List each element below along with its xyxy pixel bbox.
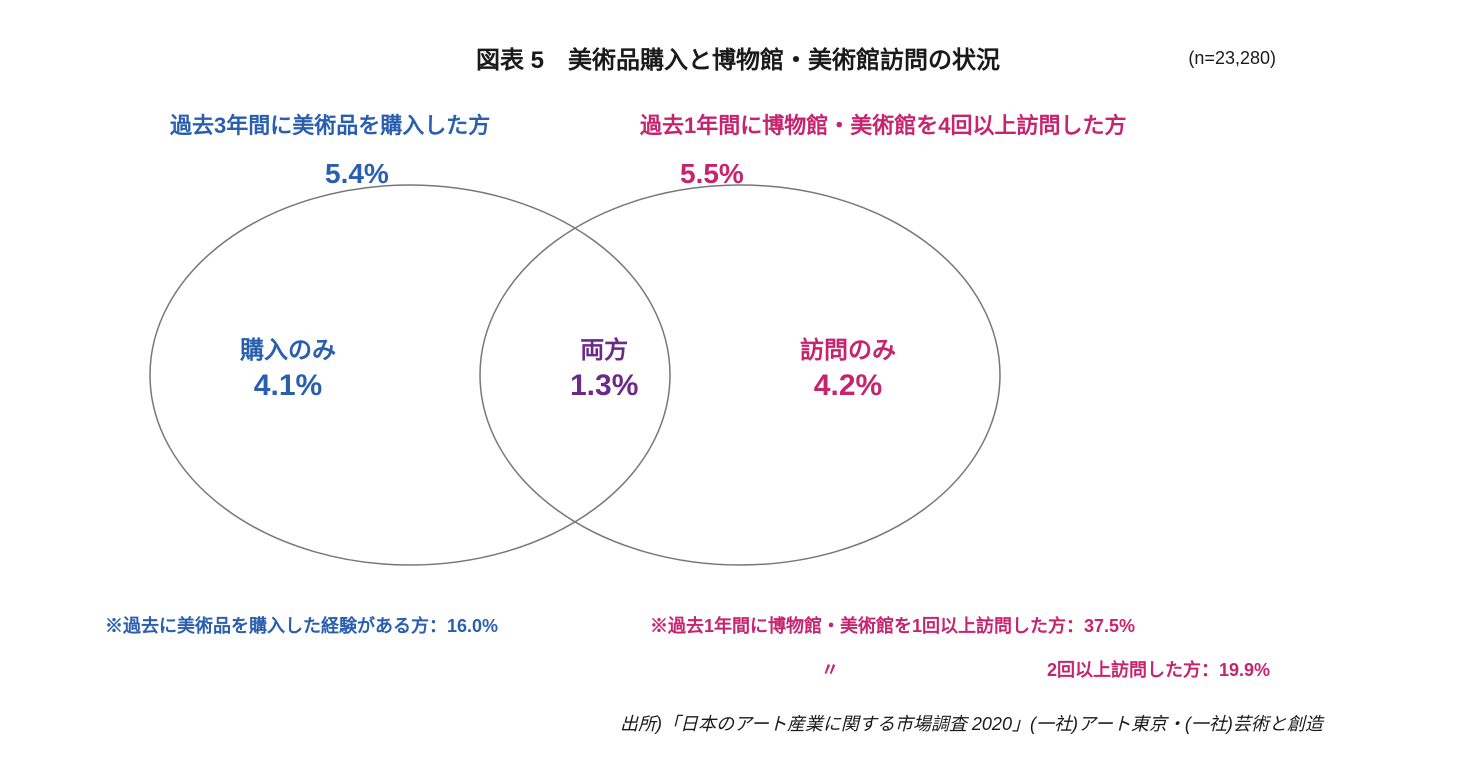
chart-title: 図表 5 美術品購入と博物館・美術館訪問の状況 [476, 47, 1000, 74]
footnote-right-line1: ※過去1年間に博物館・美術館を1回以上訪問した方：37.5% [650, 612, 1135, 638]
venn-right-ellipse [480, 185, 1000, 565]
footnote-right-line2-rest: 2回以上訪問した方：19.9% [1047, 656, 1270, 682]
footnote-left: ※過去に美術品を購入した経験がある方：16.0% [105, 612, 498, 638]
venn-left-segment-pct: 4.1% [240, 369, 336, 403]
venn-right-header: 過去1年間に博物館・美術館を4回以上訪問した方 [640, 108, 1126, 140]
venn-right-segment: 訪問のみ 4.2% [800, 330, 896, 403]
ditto-mark: 〃 [650, 656, 1010, 682]
venn-middle-segment-label: 両方 [570, 330, 638, 365]
venn-middle-segment: 両方 1.3% [570, 330, 638, 403]
venn-right-segment-label: 訪問のみ [800, 330, 896, 365]
source-citation: 出所)「日本のアート産業に関する市場調査 2020」(一社)アート東京・(一社)… [620, 710, 1323, 736]
venn-middle-segment-pct: 1.3% [570, 369, 638, 403]
venn-right-segment-pct: 4.2% [800, 369, 896, 403]
venn-left-segment-label: 購入のみ [240, 330, 336, 365]
venn-left-segment: 購入のみ 4.1% [240, 330, 336, 403]
footnote-right-line2: 〃 2回以上訪問した方：19.9% [650, 656, 1270, 682]
sample-size: (n=23,280) [1188, 48, 1276, 69]
venn-left-header: 過去3年間に美術品を購入した方 [170, 108, 490, 140]
